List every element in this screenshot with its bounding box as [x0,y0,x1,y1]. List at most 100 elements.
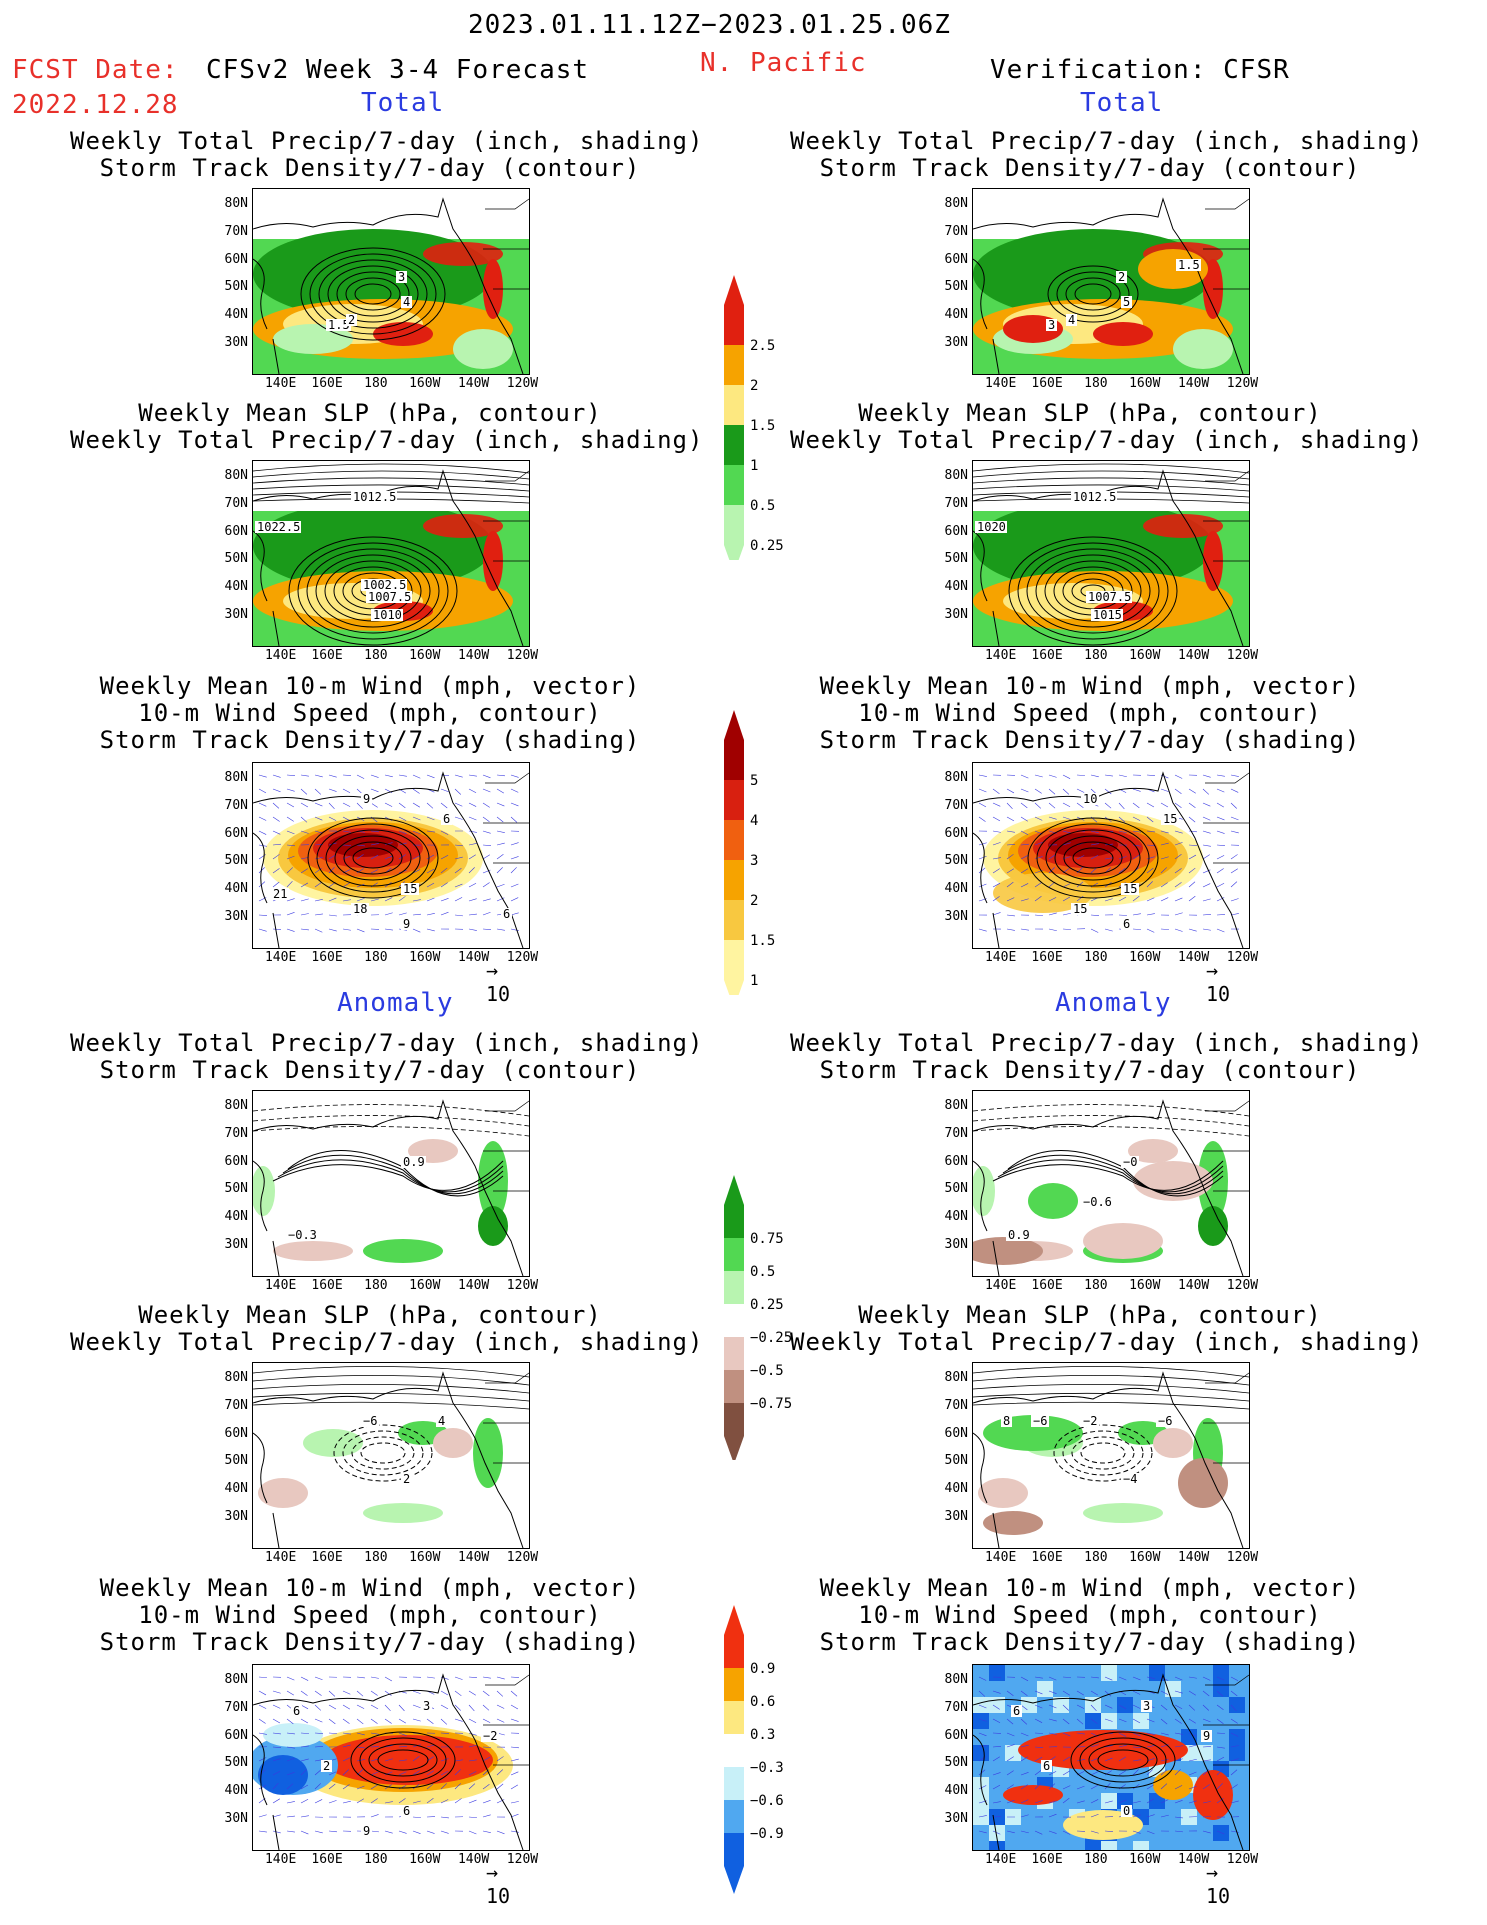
contour-label: −6 [363,1414,377,1428]
title-p5: Weekly Mean SLP (hPa, contour) Weekly Tot… [70,1301,704,1356]
lat-label: 80N [224,770,248,786]
colorbar-segment [724,1635,744,1668]
lat-label: 60N [944,1425,968,1441]
lon-label: 140W [1177,376,1210,391]
map-panel-fcst-precip-storm: 4 3 1.5 2 [252,188,530,375]
colorbar-label: 0.9 [750,1661,775,1677]
lon-label: 120W [506,950,539,965]
lon-label: 140W [1177,950,1210,965]
lon-label: 160W [1129,950,1161,965]
lat-label: 50N [224,1453,248,1469]
title-v3: Weekly Mean 10-m Wind (mph, vector) 10-m … [819,672,1361,754]
lat-label: 40N [224,881,248,897]
lon-label: 160E [311,950,343,965]
lon-label: 140W [457,1278,490,1293]
contour-label: 0.9 [403,1155,425,1169]
colorbar-precip-anomaly: 0.75 0.5 0.25 −0.25 −0.5 −0.75 [724,1175,792,1460]
colorbar-storm-anomaly: 0.9 0.6 0.3 −0.3 −0.6 −0.9 [724,1605,784,1894]
lat-label: 30N [944,908,968,924]
lat-label: 50N [944,1181,968,1197]
lon-label: 140E [264,376,297,391]
lat-label: 80N [944,1098,968,1114]
lat-label: 50N [944,1755,968,1771]
lon-label: 160W [1129,648,1161,663]
lon-label: 160E [1031,1852,1063,1867]
lon-label: 140W [1177,1852,1210,1867]
lat-label: 40N [944,579,968,595]
colorbar-segment [724,465,744,505]
colorbar-segment [724,1701,744,1734]
colorbar-segment [724,305,744,345]
lat-label: 70N [944,1397,968,1413]
lon-label: 140E [264,1852,297,1867]
lat-label: 50N [224,279,248,295]
colorbar-label: 1.5 [750,418,775,434]
section-total-left: Total [361,88,445,118]
contour-label: 6 [503,907,510,921]
colorbar-label: −0.5 [750,1363,784,1379]
map-panel-fcst-slp-precip-anomaly: 4 −6 2 [252,1362,530,1549]
contour-label: 3 [1048,318,1055,332]
lat-label: 70N [224,797,248,813]
lon-label: 120W [1226,1278,1259,1293]
lon-label: 180 [364,1550,388,1565]
lat-label: 80N [224,196,248,212]
lat-label: 50N [944,279,968,295]
lat-label: 80N [944,770,968,786]
lat-label: 40N [224,579,248,595]
contour-label: 6 [1043,1759,1050,1773]
lon-label: 140E [984,376,1017,391]
colorbar-label: 0.5 [750,498,775,514]
lat-label: 80N [944,1672,968,1688]
vector-ref-v3: → 10 [1206,958,1231,1006]
lat-label: 30N [944,1508,968,1524]
contour-label: 0 [1123,1804,1130,1818]
contour-label: −6 [1033,1414,1047,1428]
section-anomaly-left: Anomaly [337,988,454,1018]
contour-label: 8 [1003,1414,1010,1428]
contour-label: 0.9 [1008,1228,1030,1242]
colorbar-cap [724,275,744,305]
lat-label: 70N [224,223,248,239]
colorbar-segment [724,1337,744,1370]
colorbar-label: −0.3 [750,1760,784,1776]
lat-label: 70N [944,223,968,239]
lat-label: 70N [224,1125,248,1141]
lon-label: 120W [1226,648,1259,663]
colorbar-label: 4 [750,813,758,829]
map-panel-verif-precip-storm-anomaly: −0 0.9 −0.6 [972,1090,1250,1277]
contour-label: 1.5 [328,318,350,332]
lat-label: 60N [944,1727,968,1743]
lon-label: 180 [1084,648,1108,663]
lon-label: 180 [364,1852,388,1867]
lon-label: 160E [1031,648,1063,663]
colorbar-label: 0.25 [750,538,784,554]
lat-label: 50N [944,853,968,869]
lat-label: 50N [224,853,248,869]
lon-label: 160E [1031,376,1063,391]
lon-label: 120W [506,376,539,391]
lon-label: 180 [364,1278,388,1293]
lon-label: 160E [311,1852,343,1867]
map-panel-fcst-slp-precip: 1012.5 1022.5 1007.5 1010 1002.5 [252,460,530,647]
contour-label: 6 [403,1804,410,1818]
lon-label: 160W [409,1278,441,1293]
title-p1: Weekly Total Precip/7-day (inch, shading… [70,127,704,182]
contour-label: 1002.5 [363,578,406,592]
lon-label: 160E [311,1550,343,1565]
lon-label: 140E [264,1550,297,1565]
lat-label: 80N [224,1370,248,1386]
colorbar-segment [724,780,744,820]
colorbar-cap [724,1866,744,1894]
lat-label: 30N [224,1236,248,1252]
section-anomaly-right: Anomaly [1055,988,1172,1018]
lon-label: 140W [457,950,490,965]
lat-label: 40N [224,1783,248,1799]
colorbar-cap [724,980,744,995]
lon-label: 140W [457,648,490,663]
lat-label: 30N [224,1810,248,1826]
lat-label: 70N [944,1125,968,1141]
lat-label: 80N [224,1672,248,1688]
colorbar-label: −0.6 [750,1793,784,1809]
lon-label: 180 [364,648,388,663]
